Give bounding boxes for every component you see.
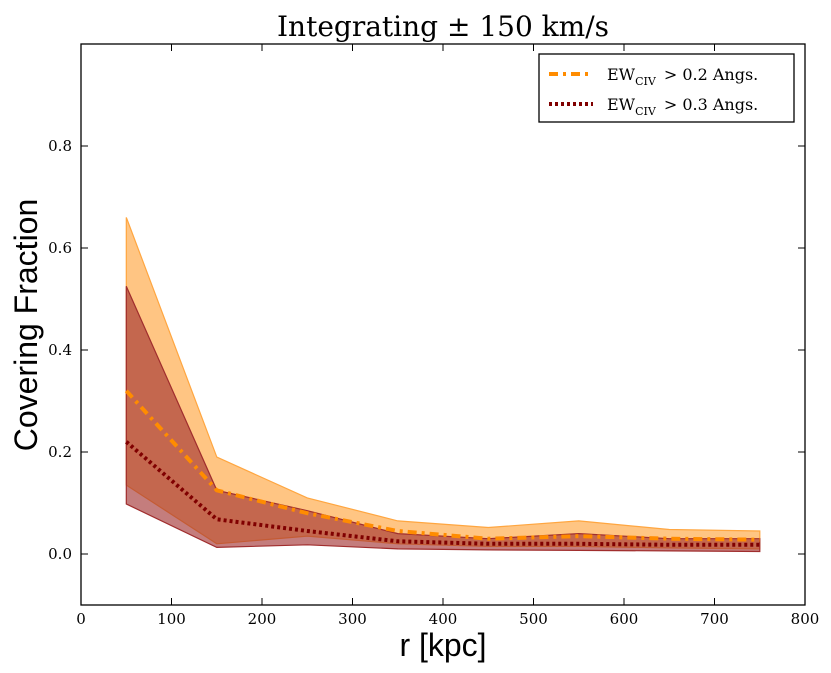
line-series-2 <box>124 440 760 547</box>
legend: EWCIV > 0.2 Angs. EWCIV > 0.3 Angs. <box>538 53 795 123</box>
y-tick-label: 0.0 <box>48 545 72 563</box>
x-tick-label: 800 <box>791 610 820 628</box>
x-tick-label: 300 <box>338 610 367 628</box>
legend-label-1: EWCIV > 0.2 Angs. <box>607 65 758 88</box>
x-tick-label: 600 <box>610 610 639 628</box>
y-tick-label: 0.6 <box>48 239 72 257</box>
legend-label-2: EWCIV > 0.3 Angs. <box>607 95 758 118</box>
series-lines <box>124 389 760 547</box>
plot-frame <box>80 43 806 606</box>
y-tick-label: 0.4 <box>48 341 72 359</box>
x-tick-label: 200 <box>248 610 277 628</box>
x-tick-label: 400 <box>429 610 458 628</box>
x-tick-label: 500 <box>519 610 548 628</box>
y-tick-label: 0.2 <box>48 443 72 461</box>
x-tick-label: 100 <box>157 610 186 628</box>
x-tick-label: 700 <box>700 610 729 628</box>
y-tick-label: 0.8 <box>48 137 72 155</box>
chart-title: Integrating ± 150 km/s <box>277 10 609 43</box>
x-axis-label: r [kpc] <box>399 627 486 663</box>
line-series-1 <box>124 389 760 542</box>
band-series-2 <box>125 286 761 553</box>
x-tick-label: 0 <box>76 610 86 628</box>
legend-frame <box>538 53 795 123</box>
axis-ticks: 0 100 200 300 400 500 600 700 800 0.0 0.2 0.4 0.6 0.8 <box>48 44 819 628</box>
confidence-bands <box>125 217 761 553</box>
y-axis-label: Covering Fraction <box>8 199 44 452</box>
